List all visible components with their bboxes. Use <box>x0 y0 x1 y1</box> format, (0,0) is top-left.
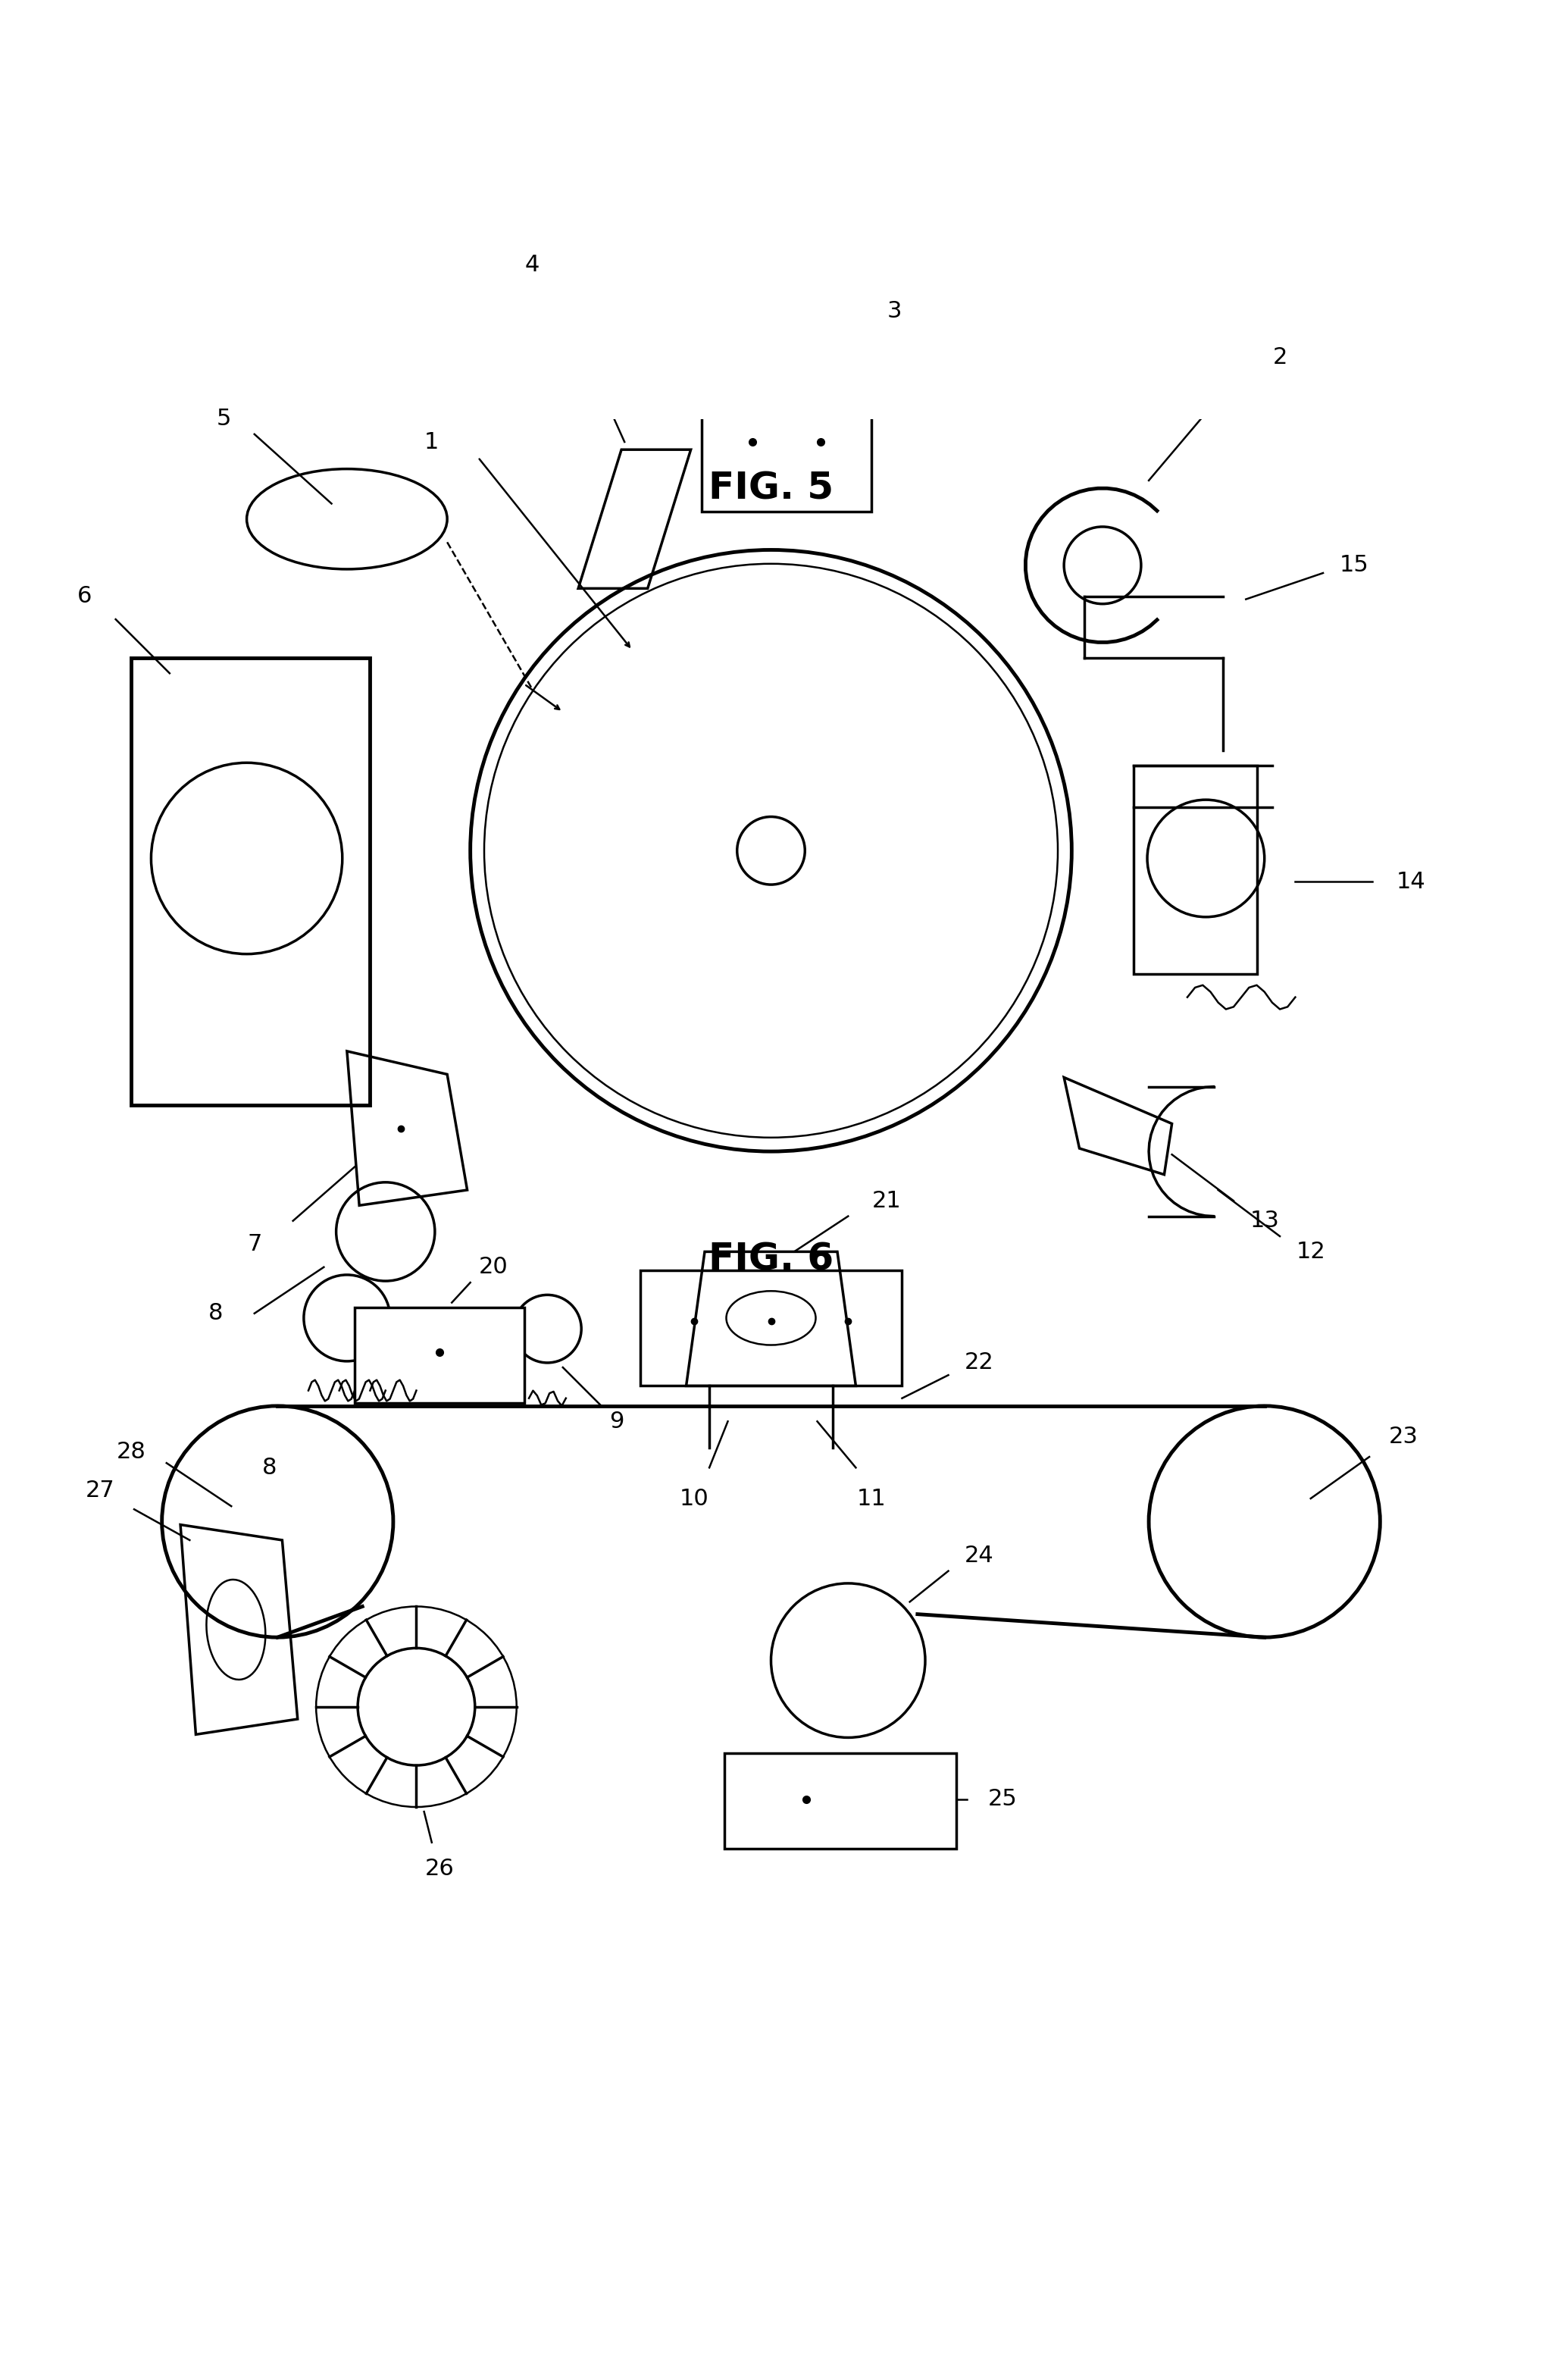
Bar <box>725 1754 956 1849</box>
Text: 25: 25 <box>987 1787 1018 1811</box>
Text: FIG. 6: FIG. 6 <box>708 1242 834 1278</box>
Bar <box>131 657 370 1104</box>
Text: 12: 12 <box>1295 1240 1326 1264</box>
Text: 26: 26 <box>424 1859 455 1880</box>
Text: 3: 3 <box>887 300 902 321</box>
Text: 6: 6 <box>77 585 93 607</box>
Text: 14: 14 <box>1396 871 1426 893</box>
Text: 7: 7 <box>247 1233 262 1254</box>
Bar <box>355 1307 524 1402</box>
Text: 4: 4 <box>524 255 540 276</box>
Text: 22: 22 <box>964 1352 995 1373</box>
Text: 20: 20 <box>478 1257 509 1278</box>
Text: 13: 13 <box>1249 1209 1280 1233</box>
Text: 24: 24 <box>964 1545 995 1566</box>
Bar <box>640 1271 902 1385</box>
Text: FIG. 5: FIG. 5 <box>708 469 834 507</box>
Text: 21: 21 <box>871 1190 902 1211</box>
Text: 11: 11 <box>856 1488 887 1509</box>
Text: 15: 15 <box>1338 555 1369 576</box>
Bar <box>1133 766 1257 973</box>
Text: 9: 9 <box>609 1411 625 1433</box>
Bar <box>702 374 871 512</box>
Text: 8: 8 <box>262 1457 278 1478</box>
Text: 28: 28 <box>116 1442 146 1464</box>
Text: 1: 1 <box>424 431 439 452</box>
Text: 5: 5 <box>216 407 231 431</box>
Text: 27: 27 <box>85 1480 116 1502</box>
Text: 23: 23 <box>1388 1426 1419 1447</box>
Text: 10: 10 <box>678 1488 709 1509</box>
Text: 8: 8 <box>208 1302 224 1323</box>
Text: 2: 2 <box>1272 345 1288 369</box>
